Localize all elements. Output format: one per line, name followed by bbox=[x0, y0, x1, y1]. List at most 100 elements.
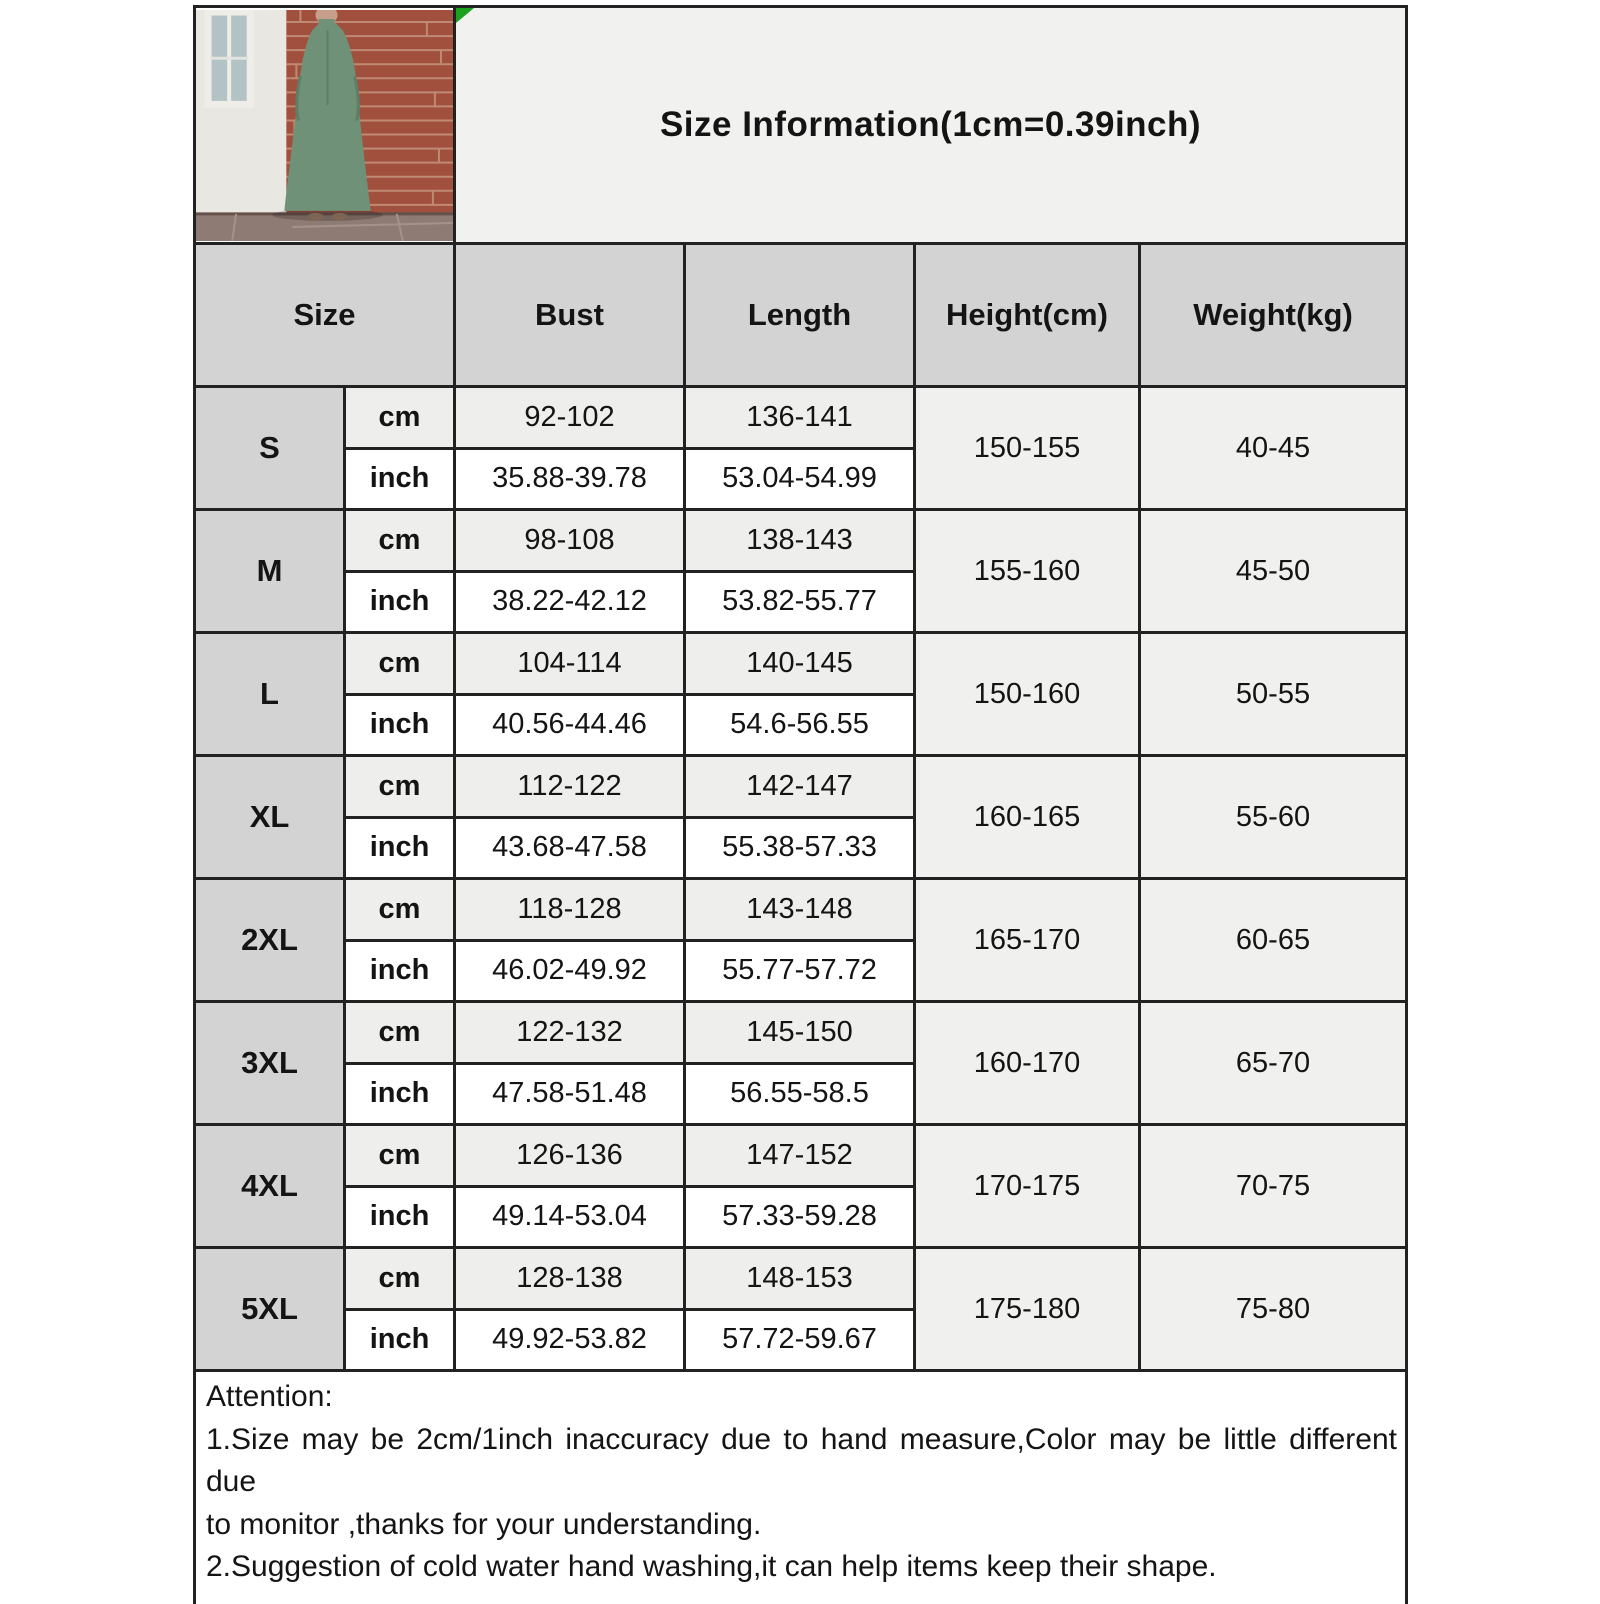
unit-label: cm bbox=[345, 1248, 455, 1310]
length-inch: 57.72-59.67 bbox=[685, 1309, 915, 1371]
top-row: Size Information(1cm=0.39inch) bbox=[195, 7, 1407, 244]
unit-label: inch bbox=[345, 1309, 455, 1371]
length-cm: 136-141 bbox=[685, 387, 915, 449]
attention-line-3: 2.Suggestion of cold water hand washing,… bbox=[206, 1546, 1397, 1589]
height-value: 175-180 bbox=[915, 1248, 1140, 1371]
bust-inch: 38.22-42.12 bbox=[455, 571, 685, 633]
product-photo-cell bbox=[195, 7, 455, 244]
column-header-size: Size bbox=[195, 244, 455, 387]
weight-value: 40-45 bbox=[1140, 387, 1407, 510]
bust-inch: 35.88-39.78 bbox=[455, 448, 685, 510]
length-inch: 55.38-57.33 bbox=[685, 817, 915, 879]
unit-label: cm bbox=[345, 1125, 455, 1187]
length-inch: 56.55-58.5 bbox=[685, 1063, 915, 1125]
attention-title: Attention: bbox=[206, 1376, 1397, 1419]
weight-value: 65-70 bbox=[1140, 1002, 1407, 1125]
size-label: 2XL bbox=[195, 879, 345, 1002]
table-row: 2XL cm 118-128 143-148 165-170 60-65 bbox=[195, 879, 1407, 941]
weight-value: 50-55 bbox=[1140, 633, 1407, 756]
table-row: 5XL cm 128-138 148-153 175-180 75-80 bbox=[195, 1248, 1407, 1310]
unit-label: cm bbox=[345, 633, 455, 695]
bust-cm: 118-128 bbox=[455, 879, 685, 941]
table-row: L cm 104-114 140-145 150-160 50-55 bbox=[195, 633, 1407, 695]
size-information-table: Size Information(1cm=0.39inch) Size Bust… bbox=[193, 5, 1408, 1604]
weight-value: 70-75 bbox=[1140, 1125, 1407, 1248]
weight-value: 55-60 bbox=[1140, 756, 1407, 879]
length-cm: 143-148 bbox=[685, 879, 915, 941]
bust-cm: 126-136 bbox=[455, 1125, 685, 1187]
table-header-row: Size Bust Length Height(cm) Weight(kg) bbox=[195, 244, 1407, 387]
size-label: 4XL bbox=[195, 1125, 345, 1248]
bust-inch: 40.56-44.46 bbox=[455, 694, 685, 756]
size-label: XL bbox=[195, 756, 345, 879]
length-cm: 147-152 bbox=[685, 1125, 915, 1187]
page-title: Size Information(1cm=0.39inch) bbox=[660, 105, 1201, 144]
size-label: L bbox=[195, 633, 345, 756]
size-label: M bbox=[195, 510, 345, 633]
column-header-weight: Weight(kg) bbox=[1140, 244, 1407, 387]
bust-inch: 49.92-53.82 bbox=[455, 1309, 685, 1371]
height-value: 170-175 bbox=[915, 1125, 1140, 1248]
attention-note: Attention: 1.Size may be 2cm/1inch inacc… bbox=[195, 1371, 1407, 1604]
unit-label: inch bbox=[345, 448, 455, 510]
table-row: M cm 98-108 138-143 155-160 45-50 bbox=[195, 510, 1407, 572]
unit-label: inch bbox=[345, 694, 455, 756]
unit-label: inch bbox=[345, 940, 455, 1002]
size-chart-sheet: Size Information(1cm=0.39inch) Size Bust… bbox=[193, 5, 1405, 1604]
height-value: 150-160 bbox=[915, 633, 1140, 756]
length-cm: 142-147 bbox=[685, 756, 915, 818]
height-value: 155-160 bbox=[915, 510, 1140, 633]
table-row: XL cm 112-122 142-147 160-165 55-60 bbox=[195, 756, 1407, 818]
length-cm: 138-143 bbox=[685, 510, 915, 572]
weight-value: 60-65 bbox=[1140, 879, 1407, 1002]
height-value: 150-155 bbox=[915, 387, 1140, 510]
length-cm: 140-145 bbox=[685, 633, 915, 695]
attention-line-2: to monitor ,thanks for your understandin… bbox=[206, 1504, 1397, 1547]
length-cm: 148-153 bbox=[685, 1248, 915, 1310]
bust-cm: 128-138 bbox=[455, 1248, 685, 1310]
bust-cm: 112-122 bbox=[455, 756, 685, 818]
unit-label: cm bbox=[345, 756, 455, 818]
table-row: 4XL cm 126-136 147-152 170-175 70-75 bbox=[195, 1125, 1407, 1187]
size-label: 3XL bbox=[195, 1002, 345, 1125]
bust-cm: 122-132 bbox=[455, 1002, 685, 1064]
bust-inch: 46.02-49.92 bbox=[455, 940, 685, 1002]
unit-label: cm bbox=[345, 879, 455, 941]
length-inch: 55.77-57.72 bbox=[685, 940, 915, 1002]
unit-label: cm bbox=[345, 1002, 455, 1064]
unit-label: inch bbox=[345, 1063, 455, 1125]
column-header-height: Height(cm) bbox=[915, 244, 1140, 387]
unit-label: inch bbox=[345, 571, 455, 633]
unit-label: cm bbox=[345, 510, 455, 572]
length-inch: 53.82-55.77 bbox=[685, 571, 915, 633]
column-header-length: Length bbox=[685, 244, 915, 387]
unit-label: inch bbox=[345, 817, 455, 879]
size-label: S bbox=[195, 387, 345, 510]
bust-inch: 47.58-51.48 bbox=[455, 1063, 685, 1125]
unit-label: cm bbox=[345, 387, 455, 449]
product-photo bbox=[196, 10, 453, 241]
height-value: 160-170 bbox=[915, 1002, 1140, 1125]
bust-cm: 104-114 bbox=[455, 633, 685, 695]
bust-inch: 49.14-53.04 bbox=[455, 1186, 685, 1248]
size-label: 5XL bbox=[195, 1248, 345, 1371]
attention-line-1: 1.Size may be 2cm/1inch inaccuracy due t… bbox=[206, 1419, 1397, 1504]
attention-row: Attention: 1.Size may be 2cm/1inch inacc… bbox=[195, 1371, 1407, 1604]
length-cm: 145-150 bbox=[685, 1002, 915, 1064]
green-corner-icon bbox=[456, 8, 474, 23]
bust-cm: 98-108 bbox=[455, 510, 685, 572]
bust-cm: 92-102 bbox=[455, 387, 685, 449]
unit-label: inch bbox=[345, 1186, 455, 1248]
weight-value: 45-50 bbox=[1140, 510, 1407, 633]
height-value: 165-170 bbox=[915, 879, 1140, 1002]
table-row: S cm 92-102 136-141 150-155 40-45 bbox=[195, 387, 1407, 449]
length-inch: 57.33-59.28 bbox=[685, 1186, 915, 1248]
size-information-title-cell: Size Information(1cm=0.39inch) bbox=[455, 7, 1407, 244]
length-inch: 54.6-56.55 bbox=[685, 694, 915, 756]
column-header-bust: Bust bbox=[455, 244, 685, 387]
bust-inch: 43.68-47.58 bbox=[455, 817, 685, 879]
table-row: 3XL cm 122-132 145-150 160-170 65-70 bbox=[195, 1002, 1407, 1064]
weight-value: 75-80 bbox=[1140, 1248, 1407, 1371]
height-value: 160-165 bbox=[915, 756, 1140, 879]
length-inch: 53.04-54.99 bbox=[685, 448, 915, 510]
